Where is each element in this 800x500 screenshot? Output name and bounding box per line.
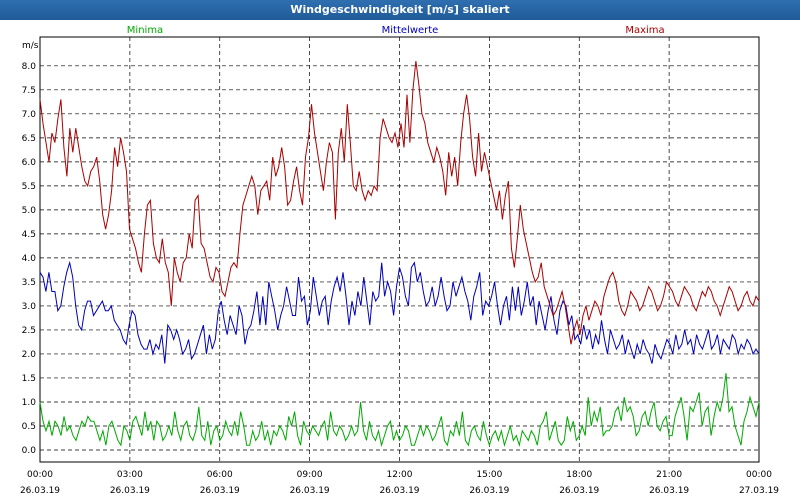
y-tick-label: 7.0 [22,110,37,120]
x-tick-time: 21:00 [656,470,682,480]
y-tick-label: 8.0 [22,62,37,72]
x-tick-time: 00:00 [746,470,772,480]
y-tick-label: 7.5 [22,86,36,96]
series-line-minima [39,373,760,448]
x-tick-time: 00:00 [27,470,53,480]
x-tick-date: 26.03.19 [559,486,599,496]
x-tick-time: 06:00 [207,470,233,480]
y-tick-label: 5.0 [22,206,37,216]
window-title: Windgeschwindigkeit [m/s] skaliert [0,0,800,20]
y-tick-label: 3.5 [22,278,36,288]
legend-maxima: Maxima [625,25,664,36]
legend-mittelwerte: Mittelwerte [382,25,439,36]
y-tick-label: 0.0 [22,446,37,456]
x-tick-date: 26.03.19 [20,486,60,496]
x-tick-date: 26.03.19 [379,486,419,496]
x-tick-date: 26.03.19 [469,486,509,496]
x-axis-ticks: 00:00 26.03.19 03:00 26.03.19 06:00 26.03.19 0… [20,470,779,496]
y-tick-label: 2.5 [22,326,36,336]
series-line-maxima [39,60,760,345]
legend: Minima Mittelwerte Maxima [127,25,665,36]
x-tick-date: 27.03.19 [739,486,779,496]
y-tick-label: 4.5 [22,230,36,240]
series-lines [39,60,760,448]
y-tick-label: 1.0 [22,398,37,408]
x-tick-time: 15:00 [476,470,502,480]
x-tick-time: 18:00 [566,470,592,480]
y-tick-label: 5.5 [22,182,36,192]
y-axis-ticks: 0.0 0.5 1.0 1.5 2.0 2.5 3.0 3.5 4.0 4.5 5.0 5.5 6.0 6… [22,62,37,456]
x-tick-time: 03:00 [117,470,143,480]
y-tick-label: 1.5 [22,374,36,384]
y-tick-label: 3.0 [22,302,37,312]
x-tick-time: 09:00 [297,470,323,480]
legend-minima: Minima [127,25,163,36]
x-tick-date: 26.03.19 [649,486,689,496]
y-tick-label: 4.0 [22,254,37,264]
grid-lines [40,37,759,462]
x-tick-date: 26.03.19 [110,486,150,496]
x-tick-time: 12:00 [387,470,413,480]
y-tick-label: 6.5 [22,134,36,144]
x-tick-date: 26.03.19 [200,486,240,496]
series-line-mittelwerte [39,260,760,364]
y-tick-label: 2.0 [22,350,37,360]
y-tick-label: 6.0 [22,158,37,168]
y-tick-label: 0.5 [22,422,36,432]
y-axis-unit: m/s [22,41,39,51]
x-tick-date: 26.03.19 [290,486,330,496]
